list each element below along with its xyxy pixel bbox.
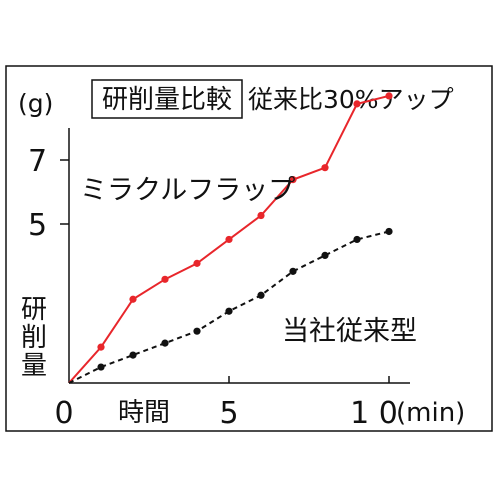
title-box bbox=[91, 79, 243, 119]
data-point bbox=[385, 227, 393, 236]
series-line-1 bbox=[68, 230, 390, 384]
data-point bbox=[129, 351, 137, 359]
series-label-miracle-flap: ミラクルフラップ bbox=[80, 175, 295, 206]
x-tick-label: 1 0 bbox=[350, 396, 398, 431]
data-point bbox=[225, 307, 233, 315]
chart-title: 研削量比較 bbox=[102, 85, 232, 115]
data-point bbox=[193, 327, 201, 335]
data-point bbox=[289, 176, 297, 184]
data-point bbox=[161, 339, 169, 347]
series-label-conventional: 当社従来型 bbox=[282, 316, 417, 347]
data-point bbox=[97, 343, 105, 351]
x-tick-label: 0 bbox=[54, 396, 73, 431]
data-point bbox=[353, 235, 361, 244]
y-axis-label: 研削量 bbox=[21, 295, 47, 381]
chart-subtitle: 従来比30%アップ bbox=[248, 85, 454, 114]
x-tick-label: 5 bbox=[219, 396, 238, 431]
y-unit-label: (g) bbox=[18, 89, 53, 118]
data-point bbox=[257, 211, 265, 220]
data-point bbox=[321, 164, 329, 172]
data-point bbox=[225, 235, 233, 244]
data-point bbox=[289, 267, 297, 275]
chart-frame bbox=[5, 65, 493, 432]
x-unit-label: (min) bbox=[396, 398, 465, 428]
data-point bbox=[193, 259, 201, 267]
data-point bbox=[353, 100, 361, 108]
data-point bbox=[161, 275, 169, 283]
data-point bbox=[129, 295, 137, 303]
y-axis-label-char: 量 bbox=[21, 351, 47, 381]
y-tick-label: 7 bbox=[28, 144, 47, 179]
x-axis-label: 時間 bbox=[118, 398, 170, 428]
data-point bbox=[321, 251, 329, 259]
y-tick-label: 5 bbox=[28, 208, 47, 243]
series-group bbox=[68, 92, 393, 384]
y-axis-label-char: 削 bbox=[21, 323, 47, 353]
data-point bbox=[385, 92, 393, 100]
data-point bbox=[97, 363, 105, 371]
y-axis-label-char: 研 bbox=[21, 295, 47, 325]
data-point bbox=[257, 291, 265, 299]
